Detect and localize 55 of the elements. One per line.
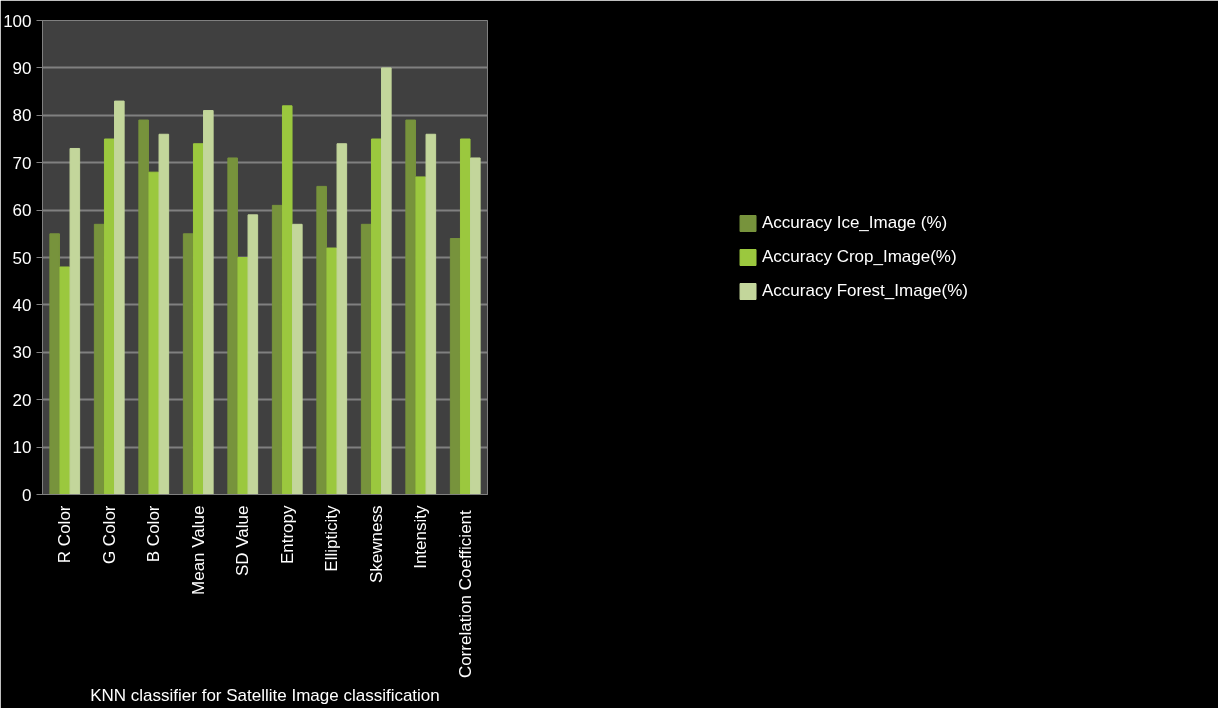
bar <box>281 105 293 495</box>
bar <box>470 157 481 495</box>
bar <box>449 238 461 495</box>
bar <box>138 119 149 495</box>
bar <box>316 185 327 495</box>
bar <box>59 266 71 495</box>
bar <box>459 138 471 495</box>
y-tick-label: 10 <box>12 438 32 458</box>
legend-label: Accuracy Ice_Image (%) <box>762 213 948 233</box>
bar <box>247 214 259 495</box>
bar <box>370 138 382 495</box>
bar <box>271 204 283 495</box>
y-tick-label: 60 <box>12 201 32 221</box>
y-tick-label: 80 <box>12 106 32 126</box>
bar <box>182 233 194 495</box>
y-tick-label: 20 <box>12 390 32 410</box>
y-tick-label: 30 <box>12 343 32 363</box>
bar <box>114 100 125 495</box>
x-tick-label: Skewness <box>366 505 386 583</box>
legend-label: Accuracy Forest_Image(%) <box>762 281 968 301</box>
y-tick-label: 100 <box>3 11 32 31</box>
bar <box>360 223 372 495</box>
bar <box>381 67 392 495</box>
y-tick-label: 0 <box>22 485 32 505</box>
bar <box>326 247 338 495</box>
x-axis-title: KNN classifier for Satellite Image classification <box>90 686 440 706</box>
bar <box>93 223 105 495</box>
y-tick-label: 90 <box>12 58 32 78</box>
bar <box>336 143 348 495</box>
x-tick-label: Mean Value <box>188 505 208 595</box>
bar <box>237 257 249 495</box>
x-tick-label: SD Value <box>233 505 253 577</box>
x-tick-label: Intensity <box>411 505 431 569</box>
x-tick-label: Ellipticity <box>322 505 342 572</box>
y-tick-label: 50 <box>12 248 32 268</box>
bar <box>158 133 170 495</box>
bar <box>103 138 115 495</box>
bar <box>425 133 437 495</box>
legend-label: Accuracy Crop_Image(%) <box>762 247 957 267</box>
bar <box>405 119 416 495</box>
bar <box>69 147 81 495</box>
bar <box>192 143 204 495</box>
bar <box>49 233 60 495</box>
bar <box>148 171 160 495</box>
x-tick-label: Entropy <box>277 505 297 565</box>
bar <box>203 110 214 495</box>
bar <box>292 223 303 495</box>
x-tick-label: Correlation Coefficient <box>455 509 475 679</box>
bar <box>415 176 427 495</box>
x-tick-label: G Color <box>99 505 119 565</box>
bar <box>227 157 238 495</box>
y-tick-label: 70 <box>12 153 32 173</box>
x-tick-label: B Color <box>144 505 164 563</box>
y-tick-label: 40 <box>12 295 32 315</box>
x-tick-label: R Color <box>55 505 75 564</box>
